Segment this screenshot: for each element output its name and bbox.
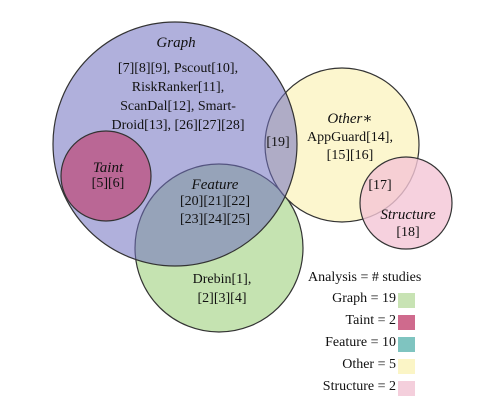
legend-swatch bbox=[398, 315, 415, 330]
legend-row-other: Other = 5 bbox=[300, 357, 418, 375]
legend-swatch bbox=[398, 381, 415, 396]
feature-only-refs-line-2: [2][3][4] bbox=[198, 290, 247, 307]
feature-refs-line-2: [23][24][25] bbox=[180, 211, 250, 228]
graph-refs-line-1: [7][8][9], Pscout[10], bbox=[118, 60, 238, 77]
legend-row-structure: Structure = 2 bbox=[300, 379, 418, 397]
legend-swatch bbox=[398, 293, 415, 308]
legend-label: Graph = 19 bbox=[332, 291, 396, 307]
other-structure-overlap-refs: [17] bbox=[368, 177, 391, 194]
legend-label: Structure = 2 bbox=[323, 379, 396, 395]
graph-refs-line-3: ScanDal[12], Smart- bbox=[120, 98, 236, 115]
other-refs-line-1: AppGuard[14], bbox=[307, 129, 393, 146]
legend-label: Taint = 2 bbox=[346, 313, 396, 329]
structure-refs: [18] bbox=[396, 224, 419, 241]
legend-swatch bbox=[398, 337, 415, 352]
graph-refs-line-4: Droid[13], [26][27][28] bbox=[112, 117, 245, 134]
other-refs-line-2: [15][16] bbox=[327, 147, 374, 164]
graph-refs-line-2: RiskRanker[11], bbox=[132, 79, 224, 96]
legend-row-graph: Graph = 19 bbox=[300, 291, 418, 309]
taint-refs: [5][6] bbox=[92, 175, 125, 192]
other-set-name: Other∗ bbox=[327, 111, 372, 128]
graph-set-name: Graph bbox=[156, 35, 195, 52]
legend-title: Analysis = # studies bbox=[308, 270, 421, 286]
legend-label: Feature = 10 bbox=[325, 335, 396, 351]
structure-set-name: Structure bbox=[380, 207, 435, 224]
graph-other-overlap-refs: [19] bbox=[266, 134, 289, 151]
legend-swatch bbox=[398, 359, 415, 374]
legend-row-feature: Feature = 10 bbox=[300, 335, 418, 353]
feature-only-refs-line-1: Drebin[1], bbox=[193, 271, 252, 288]
feature-refs-line-1: [20][21][22] bbox=[180, 193, 250, 210]
legend-label: Other = 5 bbox=[342, 357, 396, 373]
legend-row-taint: Taint = 2 bbox=[300, 313, 418, 331]
feature-set-name: Feature bbox=[192, 177, 239, 194]
